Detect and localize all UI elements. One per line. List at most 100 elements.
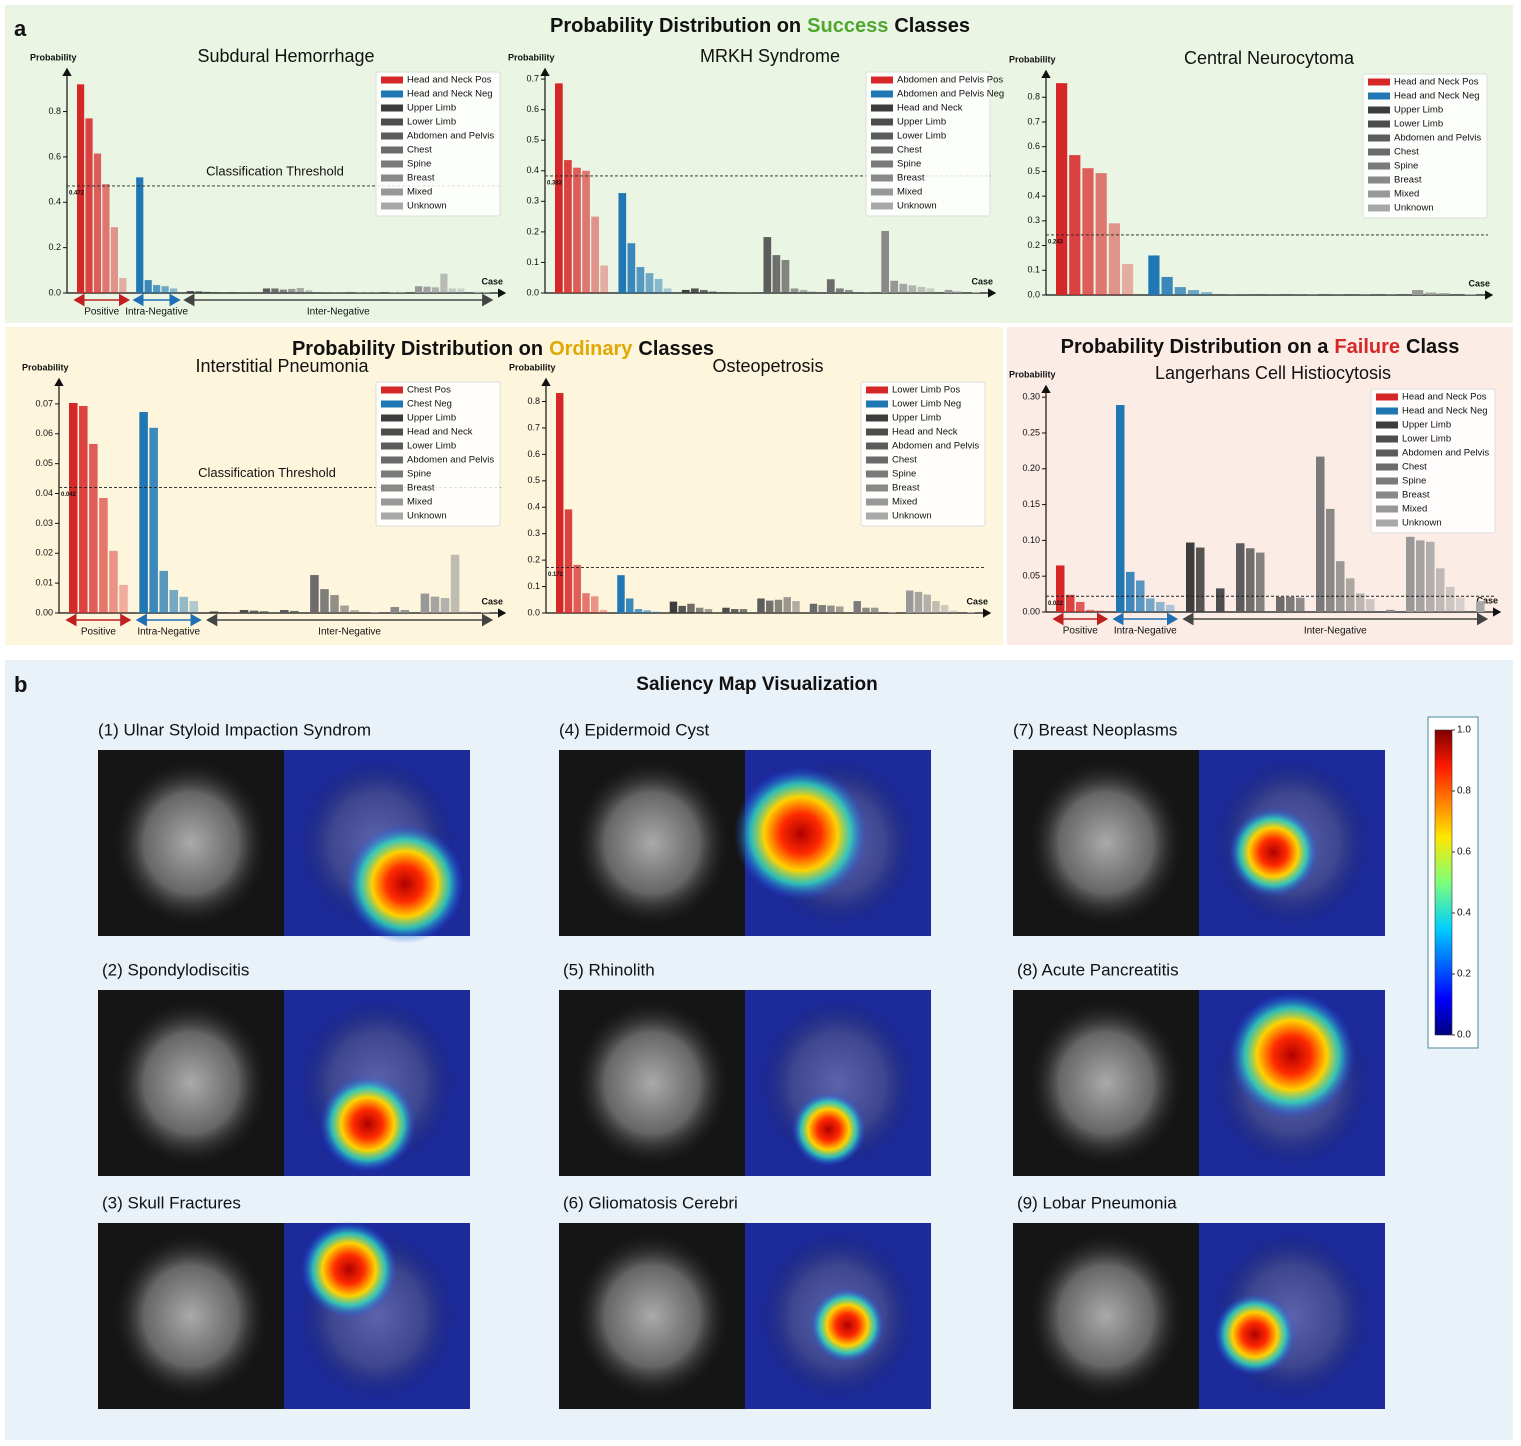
- bar: [390, 607, 400, 613]
- bar: [1412, 290, 1424, 295]
- y-tick-label: 0.1: [527, 581, 540, 591]
- bar: [781, 260, 790, 293]
- y-axis-label: Probability: [1009, 54, 1056, 64]
- threshold-value: 0.042: [61, 492, 77, 498]
- legend-label: Lower Limb: [407, 441, 456, 452]
- y-tick-label: 0.01: [35, 578, 53, 588]
- bar: [890, 280, 899, 293]
- bar: [1426, 541, 1435, 612]
- bar: [739, 609, 748, 613]
- bar: [310, 575, 319, 613]
- legend: Abdomen and Pelvis Pos Abdomen and Pelvis…: [865, 71, 1004, 217]
- legend-label: Abdomen and Pelvis Neg: [897, 89, 1004, 100]
- legend-label: Chest Neg: [407, 399, 452, 410]
- bar: [696, 607, 704, 613]
- bar: [826, 279, 835, 293]
- bar: [1082, 168, 1094, 295]
- legend-swatch: [1376, 435, 1398, 443]
- bar: [1156, 601, 1165, 612]
- bar: [944, 289, 953, 293]
- panel-bg: [5, 5, 1513, 323]
- bar: [69, 403, 78, 613]
- bar: [774, 599, 783, 613]
- threshold-value: 0.022: [1048, 601, 1064, 607]
- bar: [863, 292, 871, 293]
- bar: [1174, 287, 1186, 295]
- y-tick-label: 0.5: [1027, 166, 1040, 176]
- legend-swatch: [381, 456, 403, 464]
- legend-label: Unknown: [1402, 518, 1442, 529]
- bar: [1476, 601, 1485, 612]
- bar: [1236, 543, 1245, 612]
- y-tick-label: 0.0: [1027, 289, 1040, 299]
- legend-label: Unknown: [407, 201, 447, 212]
- bar: [195, 291, 203, 293]
- legend-swatch: [1368, 204, 1390, 212]
- bar: [654, 278, 663, 293]
- saliency-image: [559, 990, 931, 1176]
- saliency-title: (7) Breast Neoplasms: [1013, 720, 1177, 739]
- legend-swatch: [381, 442, 403, 450]
- x-axis-label: Case: [481, 596, 503, 606]
- y-tick-label: 0.7: [526, 73, 539, 83]
- bar: [1246, 548, 1255, 612]
- legend-label: Unknown: [892, 511, 932, 522]
- bar: [305, 290, 313, 293]
- chart-title: MRKH Syndrome: [700, 46, 840, 66]
- bar: [119, 278, 127, 293]
- y-tick-label: 0.3: [1027, 215, 1040, 225]
- bar: [338, 292, 347, 293]
- y-tick-label: 0.1: [526, 257, 539, 267]
- legend-swatch: [866, 400, 888, 408]
- bar: [77, 84, 85, 293]
- bar: [626, 598, 634, 613]
- group-label: Inter-Negative: [318, 627, 381, 638]
- bar: [1296, 597, 1305, 612]
- section-title: Probability Distribution on Ordinary Class…: [292, 338, 714, 360]
- legend-swatch: [866, 470, 888, 478]
- legend-swatch: [381, 146, 403, 154]
- bar: [423, 286, 431, 293]
- legend-swatch: [871, 146, 893, 154]
- threshold-value: 0.472: [69, 191, 85, 197]
- legend-label: Chest: [1402, 462, 1427, 473]
- y-tick-label: 0.04: [35, 488, 53, 498]
- bar: [722, 607, 730, 613]
- bar: [99, 498, 108, 613]
- legend-swatch: [871, 118, 893, 126]
- x-axis-label: Case: [1476, 595, 1498, 605]
- legend-label: Upper Limb: [892, 413, 941, 424]
- bar: [245, 292, 254, 293]
- chart-title: Central Neurocytoma: [1184, 48, 1355, 68]
- bar: [1056, 83, 1068, 295]
- legend-swatch: [1368, 92, 1390, 100]
- bar: [1346, 578, 1355, 612]
- bar: [102, 184, 110, 293]
- title-part: Classes: [894, 15, 970, 37]
- legend-label: Spine: [897, 159, 921, 170]
- bar: [871, 607, 879, 613]
- group-label: Intra-Negative: [1114, 626, 1177, 637]
- bar: [663, 288, 672, 293]
- bar: [704, 609, 713, 613]
- y-tick-label: 0.3: [526, 196, 539, 206]
- legend-label: Lower Limb Neg: [892, 399, 961, 410]
- bar: [237, 292, 245, 293]
- bar: [845, 289, 853, 293]
- legend-label: Chest: [897, 145, 922, 156]
- legend-label: Breast: [1402, 490, 1430, 501]
- legend-swatch: [1368, 134, 1390, 142]
- bar: [799, 289, 808, 293]
- legend-swatch: [1376, 393, 1398, 401]
- bar: [599, 609, 608, 613]
- saliency-image: [1013, 1223, 1385, 1409]
- legend-swatch: [1376, 519, 1398, 527]
- bar: [480, 612, 490, 613]
- legend-label: Mixed: [407, 187, 432, 198]
- bar: [110, 227, 118, 293]
- legend-swatch: [1368, 78, 1390, 86]
- bar: [169, 590, 179, 613]
- bar: [582, 170, 590, 293]
- bar: [1056, 565, 1065, 612]
- bar: [853, 601, 861, 613]
